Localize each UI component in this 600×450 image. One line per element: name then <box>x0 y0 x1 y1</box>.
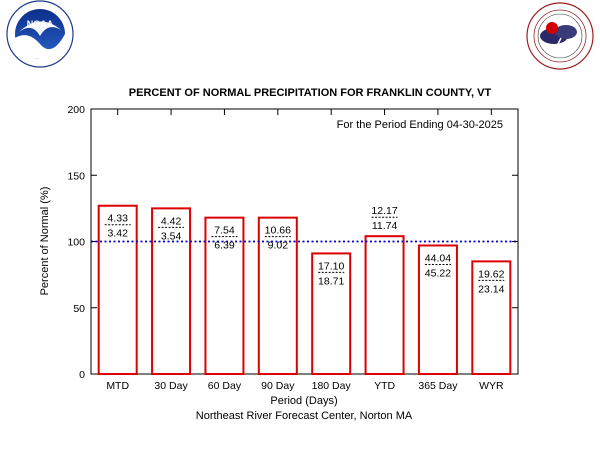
bar <box>97 204 138 375</box>
bar <box>257 216 298 375</box>
normal-label: 45.22 <box>425 267 451 279</box>
y-axis: 0 50 100 150 200 <box>67 104 518 381</box>
bar <box>151 207 192 375</box>
x-tick-label: 60 Day <box>208 380 242 392</box>
normal-label: 3.42 <box>107 228 128 240</box>
noaa-logo-icon: NOAA <box>6 0 74 68</box>
x-tick-label: 180 Day <box>312 380 352 392</box>
y-axis-title: Percent of Normal (%) <box>39 187 51 296</box>
normal-label: 18.71 <box>318 275 344 287</box>
observed-label: 19.62 <box>478 268 504 280</box>
nws-logo-icon <box>526 2 594 70</box>
y-tick-label: 0 <box>79 369 85 381</box>
normal-label: 9.02 <box>268 240 289 252</box>
chart-title: PERCENT OF NORMAL PRECIPITATION FOR FRAN… <box>129 87 492 99</box>
x-tick-label: 90 Day <box>261 380 295 392</box>
y-tick-label: 50 <box>73 303 85 315</box>
bar-labels: 4.33 3.42 4.42 3.54 7.54 6.39 10.66 9.02 17.10 18… <box>104 205 505 295</box>
observed-label: 10.66 <box>265 225 291 237</box>
x-axis: MTD 30 Day 60 Day 90 Day 180 Day YTD 365 Day WY… <box>106 109 504 392</box>
observed-label: 7.54 <box>214 225 235 237</box>
x-tick-label: 30 Day <box>154 380 188 392</box>
noaa-logo-text: NOAA <box>27 19 54 29</box>
y-tick-label: 200 <box>67 104 85 116</box>
observed-label: 4.33 <box>107 213 128 225</box>
x-tick-label: YTD <box>374 380 395 392</box>
observed-label: 12.17 <box>371 205 397 217</box>
normal-label: 11.74 <box>372 220 398 232</box>
x-tick-label: MTD <box>106 380 129 392</box>
x-axis-title: Period (Days) <box>270 395 337 407</box>
y-tick-label: 150 <box>67 170 85 182</box>
observed-label: 4.42 <box>161 215 182 227</box>
normal-label: 3.54 <box>161 230 182 242</box>
normal-label: 6.39 <box>214 240 235 252</box>
y-tick-label: 100 <box>67 237 85 249</box>
credit-line: Northeast River Forecast Center, Norton … <box>196 410 413 422</box>
bar <box>204 216 245 375</box>
normal-label: 23.14 <box>478 283 504 295</box>
observed-label: 44.04 <box>425 252 451 264</box>
bar <box>311 252 352 375</box>
observed-label: 17.10 <box>318 260 344 272</box>
period-annotation: For the Period Ending 04-30-2025 <box>337 119 503 131</box>
bar <box>417 244 458 375</box>
bars <box>97 204 512 375</box>
x-tick-label: 365 Day <box>418 380 458 392</box>
x-tick-label: WYR <box>479 380 504 392</box>
bar <box>364 235 405 375</box>
